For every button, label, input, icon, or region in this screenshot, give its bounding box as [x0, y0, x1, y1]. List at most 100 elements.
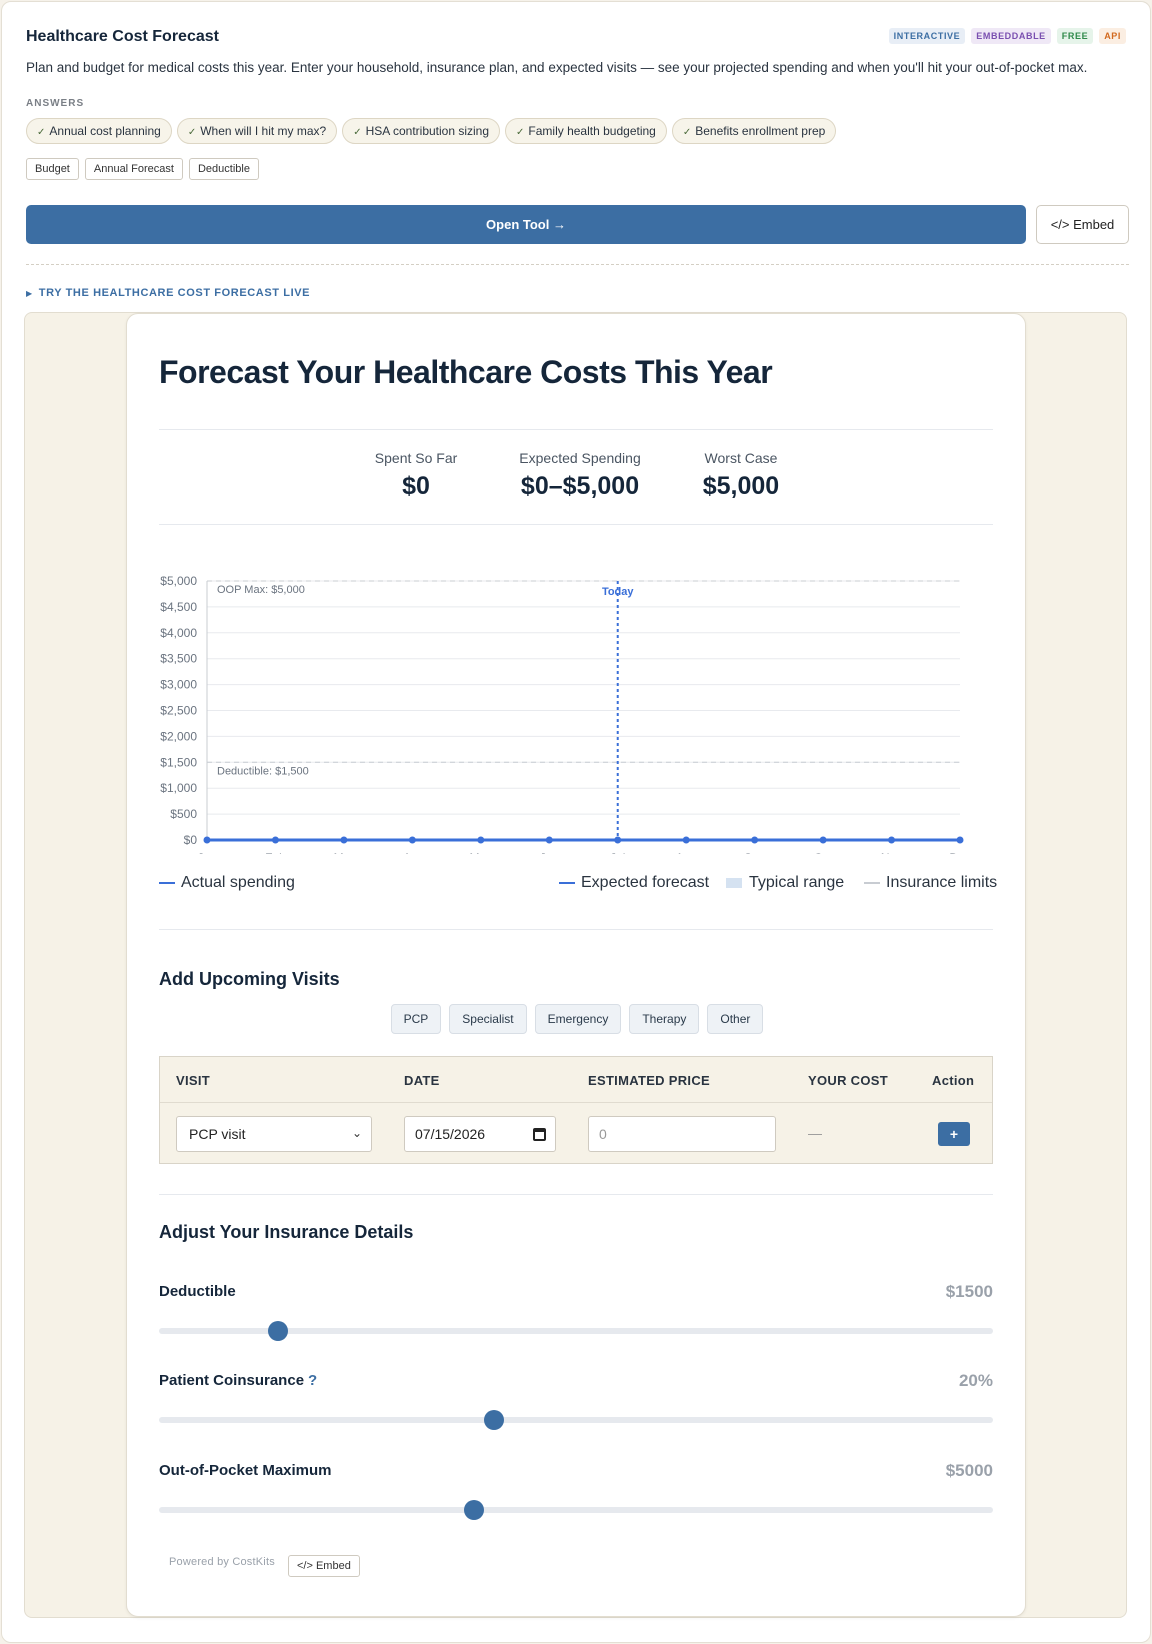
visit-type-specialist[interactable]: Specialist: [449, 1004, 527, 1034]
your-cost-value: —: [808, 1125, 822, 1141]
data-point: [477, 836, 485, 844]
badge-interactive: INTERACTIVE: [888, 28, 966, 44]
check-icon: ✓: [353, 127, 362, 138]
tag-deductible[interactable]: Deductible: [188, 158, 259, 180]
visits-table: VISIT DATE ESTIMATED PRICE YOUR COST Act…: [159, 1056, 993, 1164]
data-point: [956, 836, 964, 844]
deductible-label: Deductible: [159, 1283, 236, 1300]
answer-chip[interactable]: ✓ Benefits enrollment prep: [671, 118, 837, 144]
stat-worst-case: Worst Case $5,000: [702, 450, 780, 500]
badge-api: API: [1099, 28, 1126, 44]
x-tick-label: Dec: [949, 851, 970, 854]
answer-chip[interactable]: ✓ When will I hit my max?: [176, 118, 338, 144]
slider-thumb[interactable]: [268, 1321, 289, 1341]
data-point: [203, 836, 211, 844]
legend-actual: Actual spending: [159, 874, 295, 892]
visit-type-buttons: PCP Specialist Emergency Therapy Other: [127, 1004, 1027, 1034]
help-icon[interactable]: ?: [308, 1372, 318, 1389]
answer-chip[interactable]: ✓ Annual cost planning: [26, 118, 172, 144]
col-your-cost: YOUR COST: [808, 1073, 888, 1088]
data-point: [340, 836, 348, 844]
oop-max-slider[interactable]: [159, 1500, 993, 1520]
embed-small-button[interactable]: </> Embed: [288, 1555, 360, 1577]
x-tick-label: Jul: [610, 851, 625, 854]
visit-type-emergency[interactable]: Emergency: [534, 1004, 622, 1034]
visit-type-pcp[interactable]: PCP: [390, 1004, 442, 1034]
divider: [159, 524, 993, 525]
x-tick-label: Nov: [881, 851, 902, 854]
divider: [159, 1194, 993, 1195]
badge-embeddable: EMBEDDABLE: [971, 28, 1051, 44]
tag-budget[interactable]: Budget: [26, 158, 79, 180]
data-point: [819, 836, 827, 844]
visits-section-title: Add Upcoming Visits: [159, 969, 340, 989]
x-tick-label: Jun: [540, 851, 559, 854]
y-tick-label: $2,500: [160, 704, 197, 718]
answer-chip[interactable]: ✓ HSA contribution sizing: [342, 118, 501, 144]
open-tool-button[interactable]: Open Tool →: [26, 205, 1026, 244]
check-icon: ✓: [37, 127, 46, 138]
data-point: [408, 836, 416, 844]
x-tick-label: Jan: [197, 851, 216, 854]
oop-max-label: Out-of-Pocket Maximum: [159, 1462, 332, 1479]
check-icon: ✓: [516, 127, 525, 138]
deductible-slider[interactable]: [159, 1321, 993, 1341]
y-tick-label: $5,000: [160, 574, 197, 588]
y-tick-label: $0: [184, 833, 198, 847]
embed-button[interactable]: </> Embed: [1036, 205, 1129, 244]
answer-chip[interactable]: ✓ Family health budgeting: [505, 118, 667, 144]
visit-date-input[interactable]: 07/15/2026: [404, 1116, 556, 1152]
estimated-price-input[interactable]: 0: [588, 1116, 776, 1152]
col-visit: VISIT: [176, 1073, 211, 1088]
deductible-value: $1500: [945, 1282, 993, 1301]
add-visit-button[interactable]: +: [938, 1122, 970, 1146]
widget-card: Forecast Your Healthcare Costs This Year…: [126, 313, 1026, 1617]
legend-limits: Insurance limits: [864, 874, 997, 892]
data-point: [614, 836, 622, 844]
y-tick-label: $4,500: [160, 600, 197, 614]
section-divider: [26, 264, 1129, 265]
data-point: [682, 836, 690, 844]
visit-type-other[interactable]: Other: [707, 1004, 764, 1034]
x-tick-label: May: [469, 851, 492, 854]
insurance-section-title: Adjust Your Insurance Details: [159, 1222, 414, 1242]
calendar-icon[interactable]: [533, 1128, 546, 1141]
coinsurance-label: Patient Coinsurance?: [159, 1372, 318, 1389]
y-tick-label: $3,500: [160, 652, 197, 666]
y-tick-label: $1,000: [160, 781, 197, 795]
badge-list: INTERACTIVE EMBEDDABLE FREE API: [888, 28, 1126, 44]
stat-spent: Spent So Far $0: [374, 450, 458, 500]
try-live-toggle[interactable]: ▶ TRY THE HEALTHCARE COST FORECAST LIVE: [26, 287, 311, 299]
col-estimated-price: ESTIMATED PRICE: [588, 1073, 710, 1088]
x-tick-label: Mar: [334, 851, 355, 854]
legend-range: Typical range: [726, 874, 844, 892]
data-point: [888, 836, 896, 844]
table-row-divider: [160, 1102, 992, 1103]
legend-expected: Expected forecast: [559, 874, 709, 892]
coinsurance-slider[interactable]: [159, 1410, 993, 1430]
visit-type-therapy[interactable]: Therapy: [629, 1004, 700, 1034]
widget-title: Forecast Your Healthcare Costs This Year: [159, 354, 773, 390]
reference-line-label: OOP Max: $5,000: [217, 584, 305, 596]
y-tick-label: $3,000: [160, 678, 197, 692]
forecast-chart: $0 $500 $1,000 $1,500 $2,000 $2,500 $3,000 $3,5…: [160, 574, 970, 854]
data-point: [545, 836, 553, 844]
tool-title: Healthcare Cost Forecast: [26, 28, 219, 45]
data-point: [751, 836, 759, 844]
y-tick-label: $2,000: [160, 729, 197, 743]
y-tick-label: $4,000: [160, 626, 197, 640]
chevron-down-icon: ⌄: [351, 1126, 362, 1140]
tag-annual-forecast[interactable]: Annual Forecast: [84, 158, 183, 180]
chart-legend: Actual spending Expected forecast Typica…: [159, 874, 997, 896]
reference-line-label: Deductible: $1,500: [217, 765, 309, 777]
coinsurance-value: 20%: [958, 1371, 993, 1390]
powered-by[interactable]: Powered by CostKits: [169, 1556, 275, 1568]
today-label: Today: [602, 586, 634, 598]
tag-list: Budget Annual Forecast Deductible: [26, 158, 259, 180]
slider-thumb[interactable]: [484, 1410, 505, 1430]
summary-stats: Spent So Far $0 Expected Spending $0–$5,…: [127, 450, 1027, 501]
visit-select[interactable]: PCP visit ⌄: [176, 1116, 372, 1152]
check-icon: ✓: [682, 127, 692, 138]
slider-thumb[interactable]: [464, 1500, 485, 1520]
x-tick-label: Apr: [403, 851, 422, 854]
